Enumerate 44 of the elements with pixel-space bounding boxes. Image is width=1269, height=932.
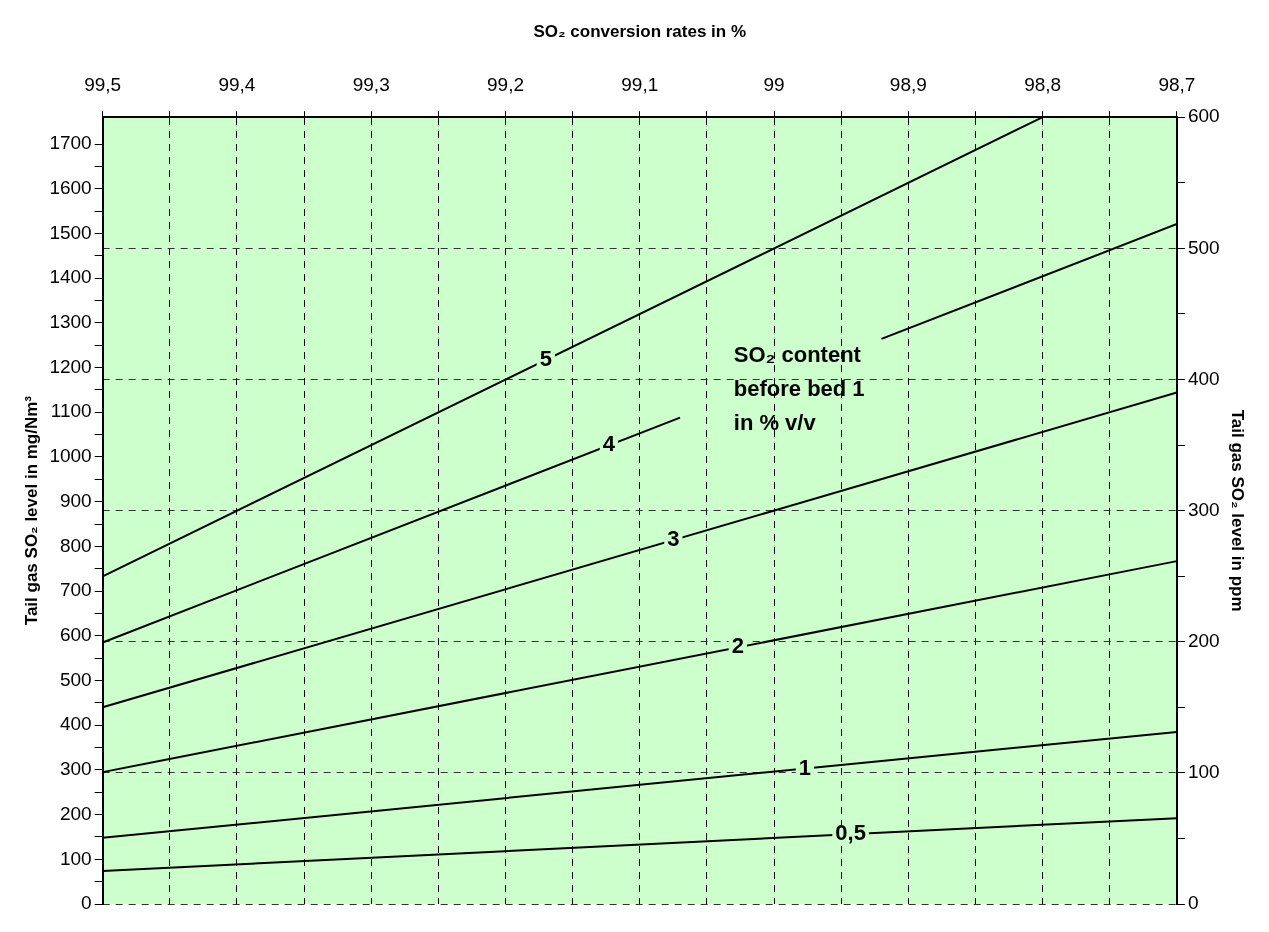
y-tick-label: 1400: [49, 266, 92, 288]
x-tick-label: 98,9: [889, 74, 927, 96]
x-tick-label: 99,1: [621, 74, 659, 96]
y-tick-label: 700: [59, 579, 92, 601]
y-tick-label: 1300: [49, 311, 92, 333]
x-axis-title: SO₂ conversion rates in %: [533, 21, 747, 41]
series-label: 1: [798, 754, 812, 780]
x-tick-label: 98,7: [1158, 74, 1196, 96]
series-label: 3: [667, 526, 680, 552]
x-tick-label: 99,3: [352, 74, 390, 96]
x-tick-label: 99,4: [218, 74, 256, 96]
series-label: 0,5: [835, 820, 866, 846]
x-tick-label: 99: [763, 74, 785, 96]
annotation: SO₂ content before bed 1 in % v/v: [733, 342, 865, 436]
y-tick-label: 600: [59, 624, 92, 646]
series-label: 4: [602, 431, 616, 457]
series-label: 2: [731, 633, 744, 659]
y-tick-label: 1200: [49, 355, 92, 377]
y-tick-label: 400: [59, 713, 92, 735]
y2-tick-label: 600: [1187, 105, 1220, 127]
y-tick-label: 800: [59, 534, 92, 556]
y-tick-label: 100: [59, 847, 92, 869]
x-tick-label: 99,2: [487, 74, 524, 96]
y2-tick-label: 200: [1187, 629, 1220, 651]
y2-axis-title: Tail gas SO₂ level in ppm: [1228, 409, 1248, 612]
y2-tick-label: 400: [1187, 367, 1220, 389]
x-tick-label: 99,5: [84, 74, 122, 96]
y2-tick-label: 0: [1187, 892, 1199, 914]
y-tick-label: 1500: [49, 221, 92, 243]
y-tick-label: 1600: [49, 176, 92, 198]
y2-tick-label: 300: [1187, 498, 1220, 520]
y-tick-label: 500: [59, 668, 92, 690]
y-tick-label: 0: [81, 892, 92, 914]
y2-tick-label: 500: [1187, 236, 1220, 258]
series-label: 5: [539, 345, 552, 371]
y-tick-label: 1100: [50, 400, 92, 422]
y-axis-title: Tail gas SO₂ level in mg/Nm³: [21, 395, 41, 626]
y2-tick-label: 100: [1187, 761, 1220, 783]
y-tick-label: 300: [59, 758, 92, 780]
x-tick-label: 98,8: [1024, 74, 1062, 96]
y-tick-label: 1700: [49, 132, 92, 154]
y-tick-label: 1000: [49, 445, 92, 467]
y-tick-label: 900: [59, 489, 92, 511]
y-tick-label: 200: [59, 802, 92, 824]
